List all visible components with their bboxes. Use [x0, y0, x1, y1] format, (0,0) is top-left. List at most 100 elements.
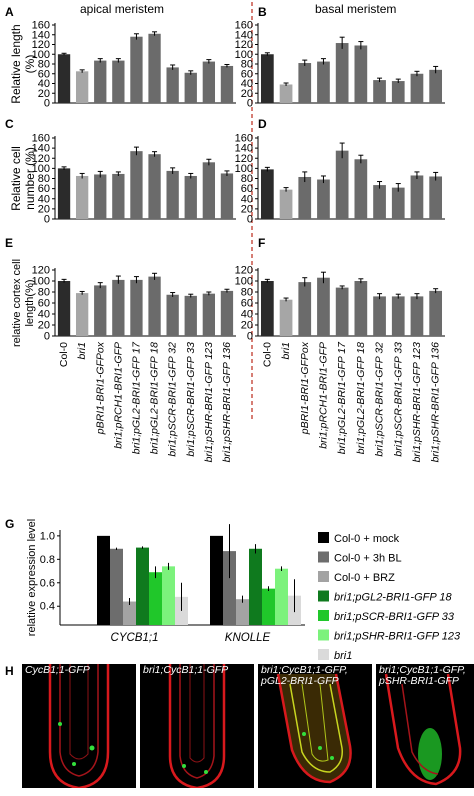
y-tick-label: 0 — [44, 214, 50, 226]
bar — [429, 69, 443, 103]
bar — [317, 61, 330, 103]
bar — [130, 151, 143, 219]
y-tick-label: 120 — [235, 153, 253, 165]
panel-letter-h: H — [5, 664, 14, 678]
bar — [335, 43, 349, 103]
g-bar — [97, 535, 110, 625]
bar — [112, 279, 125, 336]
y-tick-label: 100 — [32, 49, 50, 61]
y-tick-label: 0 — [44, 331, 50, 343]
x-tick-label: bri1;pRCH1-BRI1-GFP — [317, 342, 329, 449]
root-image — [276, 673, 352, 784]
bar — [148, 276, 161, 336]
legend-swatch — [318, 610, 329, 621]
bar — [317, 277, 330, 336]
bar — [166, 294, 179, 336]
y-tick-label: 160 — [32, 133, 50, 145]
g-bar — [275, 568, 288, 625]
bar — [202, 162, 216, 219]
x-tick-label: bri1;pSCR-BRI1-GFP 33 — [185, 342, 197, 457]
bar — [391, 296, 405, 336]
g-bar — [110, 548, 123, 625]
x-tick-label: bri1;pSHR-BRI1-GFP 123 — [411, 342, 423, 463]
micrograph-caption-line1: bri1;CycB1;1-GFP, — [379, 664, 466, 676]
y-tick-label: 20 — [241, 88, 253, 100]
bar — [429, 176, 443, 219]
g-bar — [223, 551, 236, 625]
y-tick-label: 80 — [38, 59, 50, 71]
legend-label: bri1;pSCR-BRI1-GFP 33 — [334, 611, 455, 623]
y-tick-label: 80 — [241, 287, 253, 299]
g-x-tick-label: CYCB1;1 — [111, 632, 159, 644]
bar — [373, 80, 386, 103]
bar — [373, 296, 386, 336]
micrograph-caption-line2: pGL2-BRI1-GFP — [261, 675, 339, 687]
bar — [220, 290, 234, 336]
y-axis-label: Relative length — [9, 24, 23, 103]
panel-letter-b: B — [258, 5, 267, 19]
bar — [354, 281, 368, 336]
micrograph-caption: bri1;CycB1;1-GFP — [143, 664, 229, 676]
bar — [298, 63, 312, 103]
legend-swatch — [318, 551, 329, 563]
y-axis-label: number (%) — [23, 147, 37, 210]
bar — [166, 67, 179, 103]
y-tick-label: 80 — [241, 59, 253, 71]
bar — [130, 279, 143, 336]
y-tick-label: 160 — [235, 133, 253, 145]
bar — [94, 60, 107, 103]
bar — [279, 84, 293, 103]
x-tick-label: bri1 — [76, 342, 88, 360]
bar — [391, 81, 405, 103]
bar — [220, 65, 234, 103]
y-tick-label: 40 — [38, 193, 50, 205]
bar — [373, 185, 386, 219]
bar — [148, 33, 161, 103]
y-tick-label: 140 — [32, 29, 50, 41]
y-tick-label: 60 — [241, 68, 253, 80]
y-tick-label: 20 — [241, 320, 253, 332]
y-tick-label: 40 — [241, 193, 253, 205]
g-y-axis-label: relative expression level — [26, 519, 38, 636]
bar — [410, 73, 424, 103]
header-basal-meristem: basal meristem — [315, 2, 397, 16]
y-tick-label: 60 — [38, 183, 50, 195]
x-tick-label: bri1;pGL2-BRI1-GFP 17 — [336, 341, 348, 454]
g-bar — [210, 535, 223, 625]
y-tick-label: 60 — [241, 298, 253, 310]
legend-label: bri1;pSHR-BRI1-GFP 123 — [334, 631, 461, 643]
y-tick-label: 100 — [32, 276, 50, 288]
bar — [130, 36, 143, 104]
bar — [410, 175, 424, 219]
bar — [202, 293, 216, 336]
y-tick-label: 60 — [38, 68, 50, 80]
x-tick-label: bri1;pGL2-BRI1-GFP 18 — [355, 342, 367, 454]
bar — [112, 60, 125, 103]
bar — [317, 179, 330, 219]
root-image — [384, 673, 462, 786]
bar — [335, 150, 349, 219]
bar — [335, 287, 349, 336]
y-tick-label: 40 — [38, 309, 50, 321]
g-x-tick-label: KNOLLE — [225, 632, 271, 644]
panel-letter-a: A — [5, 5, 14, 19]
bar — [429, 290, 443, 336]
y-axis-label: relative cortex cell — [11, 259, 23, 347]
y-tick-label: 80 — [38, 173, 50, 185]
bar — [279, 299, 293, 336]
micrograph-bri1-cycb1-gfp: bri1;CycB1;1-GFP — [140, 664, 254, 788]
bar — [75, 71, 89, 103]
g-bar — [136, 547, 149, 625]
g-bar — [162, 566, 175, 625]
bar — [94, 285, 107, 336]
y-tick-label: 0 — [247, 98, 253, 110]
bar — [184, 72, 197, 103]
legend-label: bri1 — [334, 650, 352, 660]
panel-letter-d: D — [258, 117, 267, 131]
legend-label: Col-0 + 3h BL — [334, 553, 402, 565]
panel-letter-g: G — [5, 517, 15, 531]
panel-letter-f: F — [258, 236, 266, 250]
bar — [354, 159, 368, 219]
legend-swatch — [318, 649, 329, 660]
